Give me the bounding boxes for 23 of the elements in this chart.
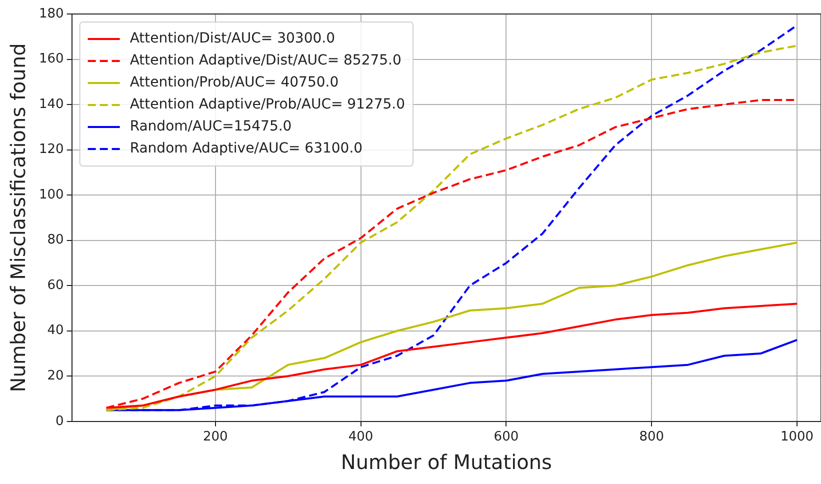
y-tick-label: 140 bbox=[38, 96, 64, 112]
legend-label: Attention/Dist/AUC= 30300.0 bbox=[130, 30, 335, 47]
legend-label: Attention Adaptive/Prob/AUC= 91275.0 bbox=[130, 96, 406, 113]
y-tick-label: 120 bbox=[38, 142, 64, 158]
legend-label: Attention/Prob/AUC= 40750.0 bbox=[130, 74, 339, 91]
y-tick-label: 40 bbox=[47, 323, 64, 338]
x-tick-label: 1000 bbox=[780, 430, 814, 445]
y-tick-label: 0 bbox=[56, 414, 64, 429]
y-axis-title: Number of Misclassifications found bbox=[6, 43, 30, 392]
y-tick-label: 160 bbox=[38, 52, 64, 67]
y-tick-label: 60 bbox=[47, 278, 64, 293]
x-tick-label: 800 bbox=[639, 430, 664, 445]
y-tick-label: 20 bbox=[47, 368, 64, 384]
x-axis-title: Number of Mutations bbox=[340, 450, 552, 474]
x-tick-label: 400 bbox=[348, 430, 374, 445]
legend-label: Random Adaptive/AUC= 63100.0 bbox=[130, 140, 363, 157]
y-tick-label: 180 bbox=[38, 6, 64, 22]
legend-label: Random/AUC=15475.0 bbox=[130, 118, 292, 135]
y-tick-label: 100 bbox=[38, 187, 64, 202]
x-tick-label: 200 bbox=[202, 430, 228, 445]
y-tick-label: 80 bbox=[47, 232, 64, 248]
legend-label: Attention Adaptive/Dist/AUC= 85275.0 bbox=[130, 52, 402, 69]
x-tick-label: 600 bbox=[494, 430, 519, 445]
